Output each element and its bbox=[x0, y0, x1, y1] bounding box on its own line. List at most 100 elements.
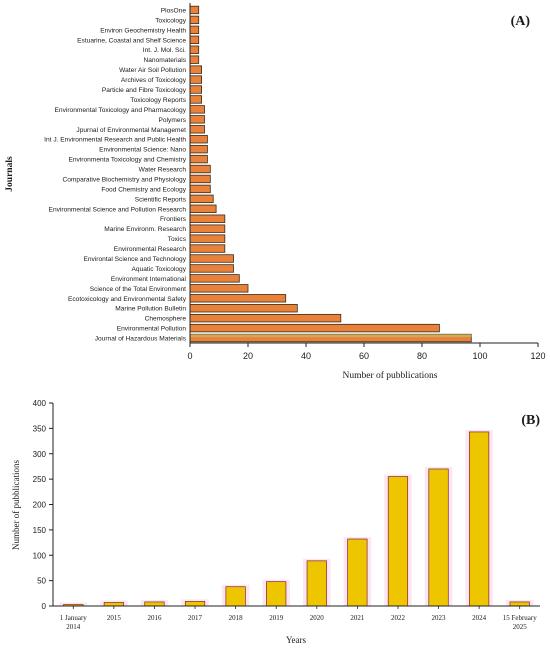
journal-label: Environmental Science: Nano bbox=[99, 147, 186, 154]
year-label: 2021 bbox=[350, 614, 365, 622]
journal-bar bbox=[189, 95, 203, 104]
year-label: 2023 bbox=[432, 614, 447, 622]
journal-bar bbox=[189, 115, 205, 124]
journal-label: Environment International bbox=[111, 276, 187, 283]
journal-bar bbox=[189, 125, 205, 134]
journal-bar bbox=[189, 135, 208, 144]
journal-label: Water Air Soil Pollution bbox=[119, 67, 186, 74]
x-tick-label: 20 bbox=[243, 351, 253, 361]
x-axis-title: Number of pubblications bbox=[343, 370, 438, 381]
journal-bar bbox=[189, 264, 234, 273]
journal-label: Archives of Toxicology bbox=[121, 77, 187, 84]
journal-bar bbox=[189, 294, 287, 303]
year-label: 2019 bbox=[269, 614, 284, 622]
year-bar bbox=[509, 601, 530, 607]
year-bar bbox=[428, 468, 449, 607]
year-label: 2016 bbox=[147, 614, 162, 622]
journal-bar bbox=[189, 313, 342, 323]
y-tick-label: 250 bbox=[33, 475, 47, 484]
journal-bar bbox=[189, 244, 226, 253]
journal-bar bbox=[189, 65, 203, 74]
journal-bar bbox=[189, 55, 200, 64]
journal-label: Environmental Science and Pollution Rese… bbox=[49, 206, 187, 213]
journal-bar bbox=[189, 105, 205, 114]
journal-label: Environmental Toxicology and Pharmacolog… bbox=[55, 107, 187, 114]
year-label: 2024 bbox=[472, 614, 487, 622]
journal-bar bbox=[189, 144, 208, 154]
year-bar bbox=[144, 601, 165, 607]
journal-bar bbox=[189, 15, 200, 25]
x-axis-title: Years bbox=[286, 635, 307, 645]
y-tick-label: 100 bbox=[33, 551, 47, 560]
journal-label: Comparative Biochemistry and Physiology bbox=[62, 176, 186, 183]
x-tick-label: 40 bbox=[301, 351, 311, 361]
year-label: 2018 bbox=[229, 614, 244, 622]
journal-bar bbox=[189, 75, 203, 84]
journal-bar bbox=[189, 204, 217, 213]
y-tick-label: 350 bbox=[33, 424, 47, 433]
year-label: 2014 bbox=[66, 623, 81, 631]
journal-label: PlosOne bbox=[161, 7, 187, 14]
journal-bar bbox=[189, 5, 200, 15]
journal-bar bbox=[189, 274, 240, 283]
y-tick-label: 300 bbox=[33, 450, 47, 459]
year-label: 1 January bbox=[60, 614, 88, 622]
panel-label-b: (B) bbox=[521, 413, 540, 428]
journal-label: Polymers bbox=[159, 117, 187, 124]
journal-bar bbox=[189, 224, 226, 233]
journal-bar bbox=[189, 254, 234, 263]
journal-label: Aquatic Toxicology bbox=[132, 266, 187, 273]
journal-bar-highlight bbox=[190, 334, 472, 338]
journal-label: Jpurnal of Environmental Managemet bbox=[76, 127, 186, 134]
x-tick-label: 100 bbox=[472, 351, 487, 361]
journal-label: Environ Geochemistry Health bbox=[100, 27, 186, 34]
chart-journals: PlosOne Toxicology Environ Geochemistry He… bbox=[5, 3, 546, 381]
y-tick-label: 200 bbox=[33, 501, 47, 510]
journal-label: Particle and Fibre Toxicology bbox=[102, 87, 187, 94]
journal-bar bbox=[189, 284, 249, 293]
journal-label: Environmental Pollution bbox=[117, 326, 187, 333]
journal-label: Scientific Reports bbox=[135, 196, 187, 203]
journal-label: Environmental Research bbox=[114, 246, 187, 253]
journal-label: Chemosphere bbox=[145, 316, 187, 323]
journal-label: Estuarine, Coastal and Shelf Science bbox=[77, 37, 186, 44]
y-tick-label: 0 bbox=[42, 602, 47, 611]
journal-bar bbox=[189, 194, 214, 204]
year-bar bbox=[347, 538, 368, 607]
journal-bar bbox=[189, 45, 200, 54]
journal-label: Marine Environm. Research bbox=[104, 226, 186, 233]
journal-bar bbox=[189, 154, 208, 164]
journal-bar bbox=[189, 323, 440, 333]
x-tick-label: 0 bbox=[187, 351, 192, 361]
year-bar bbox=[306, 560, 327, 607]
journal-bar bbox=[189, 35, 200, 44]
journal-bar bbox=[189, 164, 211, 174]
journal-bar bbox=[189, 234, 226, 243]
year-bar bbox=[103, 602, 124, 607]
year-label: 2015 bbox=[107, 614, 122, 622]
year-bar bbox=[184, 601, 206, 607]
journal-bar bbox=[189, 85, 203, 94]
year-label: 2025 bbox=[513, 623, 528, 631]
journal-bar bbox=[189, 25, 200, 35]
y-tick-label: 50 bbox=[37, 577, 46, 586]
journal-bar bbox=[189, 184, 211, 194]
journal-bar bbox=[189, 174, 211, 184]
journal-label: Journal of Hazardous Materials bbox=[95, 336, 187, 343]
panel-label-a: (A) bbox=[511, 14, 531, 29]
year-bar bbox=[387, 476, 409, 607]
journal-label: Toxicology Reports bbox=[130, 97, 186, 104]
journal-label: Toxicology bbox=[155, 17, 186, 24]
journal-label: Water Research bbox=[139, 167, 187, 174]
year-label: 2017 bbox=[188, 614, 203, 622]
journal-bar bbox=[189, 304, 298, 313]
year-label: 15 February bbox=[503, 614, 538, 622]
x-tick-label: 60 bbox=[359, 351, 369, 361]
journal-label: Marine Pollution Bulletin bbox=[115, 306, 186, 313]
year-bar bbox=[225, 586, 246, 607]
journal-label: Science of the Total Environment bbox=[90, 286, 186, 293]
year-bar bbox=[469, 431, 490, 607]
x-tick-label: 80 bbox=[417, 351, 427, 361]
y-axis-title: Number of pubblications bbox=[11, 460, 21, 550]
